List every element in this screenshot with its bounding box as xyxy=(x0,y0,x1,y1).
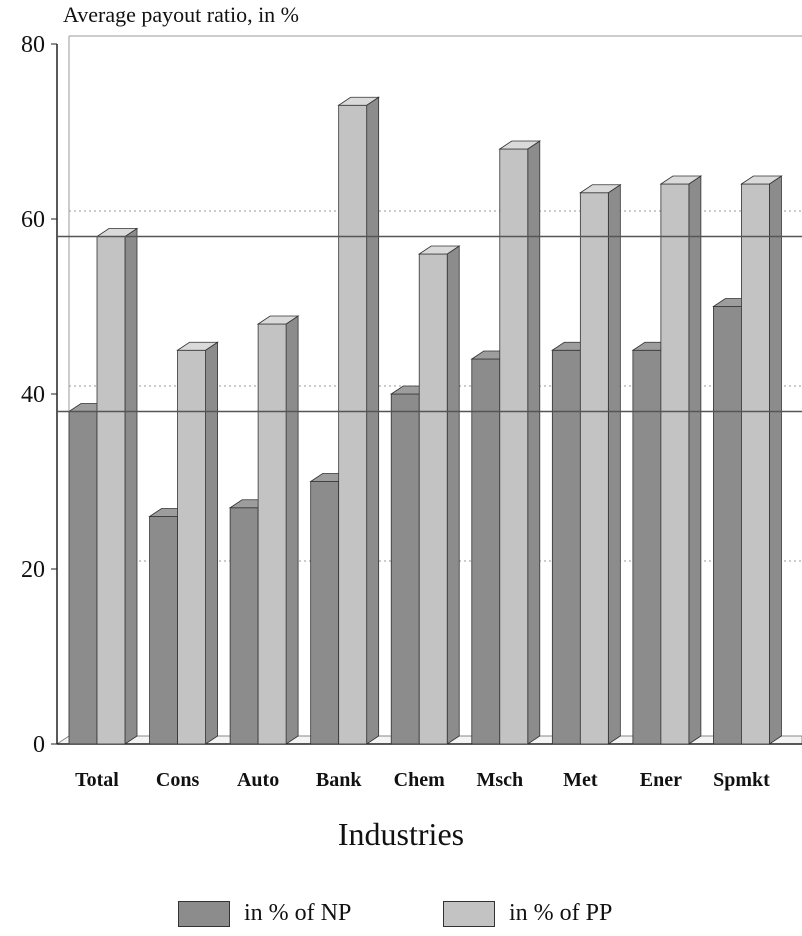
bar-bank-np xyxy=(310,481,340,745)
x-tick-label: Total xyxy=(75,769,119,791)
bar-total-np xyxy=(68,411,98,745)
bar-side-auto-pp xyxy=(285,315,299,745)
bar-top-msch-pp xyxy=(498,140,542,150)
bar-side-msch-pp xyxy=(527,140,541,745)
legend-item-np: in % of NP xyxy=(178,900,351,927)
x-tick-label: Spmkt xyxy=(713,769,770,791)
y-tick-label: 80 xyxy=(21,32,45,58)
bar-msch-pp xyxy=(499,148,529,745)
bar-side-chem-pp xyxy=(446,245,460,745)
bar-side-cons-pp xyxy=(205,341,218,745)
bar-top-spmkt-pp xyxy=(740,175,783,185)
bar-top-cons-pp xyxy=(176,341,219,351)
x-tick-label: Ener xyxy=(640,769,682,791)
bar-cons-pp xyxy=(177,349,206,745)
bar-chem-np xyxy=(390,393,420,745)
x-tick-label: Chem xyxy=(394,769,445,791)
bar-chem-pp xyxy=(418,253,448,745)
bar-ener-pp xyxy=(660,183,690,745)
x-axis-title: Industries xyxy=(337,816,465,852)
bar-side-bank-pp xyxy=(366,96,380,745)
x-tick-label: Bank xyxy=(316,769,362,791)
bar-ener-np xyxy=(632,349,662,745)
bar-top-bank-pp xyxy=(337,96,380,106)
y-tick-label: 60 xyxy=(21,207,45,233)
bar-cons-np xyxy=(149,516,178,745)
y-tick-label: 20 xyxy=(21,557,45,583)
legend-item-pp: in % of PP xyxy=(443,900,612,927)
bar-top-chem-pp xyxy=(417,245,461,255)
bar-auto-pp xyxy=(257,323,287,745)
bar-side-ener-pp xyxy=(688,175,702,745)
bar-bank-pp xyxy=(338,104,368,745)
bar-side-spmkt-pp xyxy=(769,175,782,745)
bar-met-pp xyxy=(579,192,609,745)
bar-spmkt-np xyxy=(713,306,742,745)
x-tick-label: Cons xyxy=(156,769,200,791)
y-axis-title: Average payout ratio, in % xyxy=(63,2,300,27)
x-tick-label: Met xyxy=(563,769,598,791)
legend-label-np: in % of NP xyxy=(244,900,352,926)
bar-top-auto-pp xyxy=(256,315,300,325)
y-tick-label: 40 xyxy=(21,382,45,408)
bar-auto-np xyxy=(229,507,259,745)
legend-label-pp: in % of PP xyxy=(509,900,613,926)
bar-chart: 0 20 40 60 80 Total Cons Auto Bank Chem Msch Met Ene… xyxy=(21,32,802,791)
bar-met-np xyxy=(551,349,581,745)
bar-top-ener-pp xyxy=(659,175,703,185)
x-tick-label: Auto xyxy=(237,769,279,791)
bar-side-met-pp xyxy=(607,184,621,745)
legend-swatch-pp xyxy=(443,900,495,927)
legend: in % of NP in % of PP xyxy=(0,900,802,936)
x-tick-label: Msch xyxy=(476,769,523,791)
bar-msch-np xyxy=(471,358,501,745)
bar-side-total-pp xyxy=(124,227,138,745)
bar-total-pp xyxy=(96,236,126,745)
y-tick-label: 0 xyxy=(33,732,45,758)
bar-top-met-pp xyxy=(579,184,622,194)
bar-spmkt-pp xyxy=(741,183,770,745)
legend-swatch-np xyxy=(178,900,230,927)
